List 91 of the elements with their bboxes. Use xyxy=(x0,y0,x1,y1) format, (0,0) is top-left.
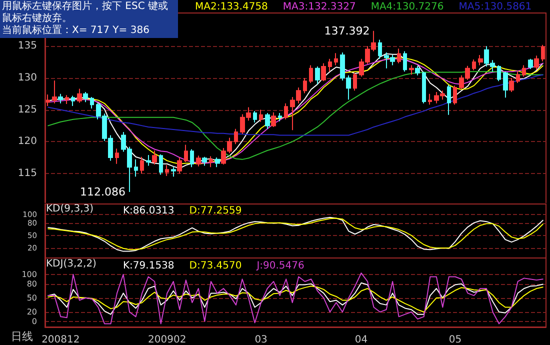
text: MA5:130.5861 xyxy=(458,2,532,12)
candlestick xyxy=(184,144,188,162)
candlestick xyxy=(378,39,382,60)
candlestick xyxy=(134,158,138,178)
candlestick xyxy=(315,66,320,85)
candlestick xyxy=(83,91,88,103)
y-tick-label: 135 xyxy=(18,40,37,52)
x-tick-label: 03 xyxy=(254,334,268,345)
annotation: 137.392 xyxy=(324,24,370,38)
candlestick xyxy=(522,64,526,78)
candlestick xyxy=(46,94,50,106)
text: MA4:130.7276 xyxy=(370,2,444,12)
candlestick xyxy=(334,52,338,66)
candlestick xyxy=(265,112,270,130)
candlestick xyxy=(397,48,401,64)
y-tick-label: 50 xyxy=(26,293,37,302)
candlestick xyxy=(140,156,144,174)
candlestick xyxy=(115,148,119,164)
candlestick xyxy=(503,71,508,98)
candlestick xyxy=(415,65,420,76)
candlestick xyxy=(328,58,332,72)
candlestick xyxy=(177,157,182,174)
candlestick xyxy=(497,64,501,82)
candlestick xyxy=(77,88,82,104)
message-box: 用鼠标左键保存图片，按下 ESC 键或鼠标右键放弃。 当前鼠标位置：X= 717 Y= 386 xyxy=(0,0,178,38)
y-tick-label: 20 xyxy=(26,307,37,316)
candlestick xyxy=(196,155,201,167)
text: MA3:132.3327 xyxy=(282,2,356,12)
x-tick-label: 200902 xyxy=(148,334,186,345)
y-tick-label: 80 xyxy=(26,279,37,288)
text: D:73.4570 xyxy=(189,260,242,272)
annotation: 当前鼠标位置：X= 717 Y= 386 xyxy=(2,25,150,37)
y-tick-label: 125 xyxy=(18,104,37,116)
y-tick-label: 115 xyxy=(18,168,37,179)
candlestick xyxy=(478,54,483,66)
candlestick xyxy=(472,58,476,71)
annotation: 用鼠标左键保存图片，按下 ESC 键或鼠标右键放弃。 xyxy=(2,1,170,24)
candlestick xyxy=(428,93,432,106)
text: MA2:133.4758 xyxy=(195,2,268,12)
series-label: K:79.1538 xyxy=(123,260,174,272)
candlestick xyxy=(309,64,313,84)
chart-title: KD(9,3,3) xyxy=(46,204,94,214)
candlestick xyxy=(209,156,213,168)
candlestick xyxy=(90,96,94,109)
candlestick xyxy=(534,55,539,70)
candlestick xyxy=(541,44,545,62)
y-tick-label: 120 xyxy=(18,136,37,148)
candlestick xyxy=(453,85,457,106)
candlestick xyxy=(165,164,169,176)
chart-title: KDJ(3,2,2) xyxy=(46,258,97,270)
candlestick xyxy=(234,128,238,145)
candlestick xyxy=(422,71,426,104)
candlestick xyxy=(271,112,276,128)
candlestick xyxy=(152,150,157,166)
candlestick xyxy=(52,80,57,104)
x-tick-label: 04 xyxy=(354,334,368,345)
candlestick xyxy=(278,112,282,122)
line-series xyxy=(48,71,544,160)
candlestick xyxy=(65,94,69,105)
candlestick xyxy=(403,50,407,72)
candlestick xyxy=(509,77,514,92)
candlestick xyxy=(171,166,176,178)
candlestick xyxy=(259,109,263,122)
line-series xyxy=(48,272,544,324)
series-label: D:77.2559 xyxy=(189,206,242,216)
line-series xyxy=(48,74,544,136)
candlestick xyxy=(409,64,414,76)
annotation: 112.086 xyxy=(80,185,126,198)
y-tick-label: 0 xyxy=(32,316,37,326)
candlestick xyxy=(159,154,163,176)
candlestick xyxy=(528,58,533,70)
candlestick xyxy=(215,157,220,168)
series-label: K:86.0313 xyxy=(123,206,174,216)
y-tick-label: 130 xyxy=(18,72,37,84)
candlestick xyxy=(303,77,307,94)
candlestick xyxy=(353,72,357,92)
candlestick xyxy=(321,62,326,82)
candlestick xyxy=(146,154,151,166)
candlestick xyxy=(190,148,194,168)
candlestick xyxy=(202,156,207,166)
candlestick xyxy=(253,110,257,124)
candlestick xyxy=(516,71,520,84)
x-axis-title: 日线 xyxy=(11,330,33,343)
candlestick xyxy=(447,84,451,116)
candlestick xyxy=(71,95,75,106)
candlestick xyxy=(58,93,63,104)
series-label: J:90.5476 xyxy=(256,260,304,272)
y-tick-label: 100 xyxy=(22,270,37,279)
candlestick xyxy=(284,102,288,120)
x-tick-label: 200812 xyxy=(42,334,80,345)
x-tick-label: 05 xyxy=(448,334,462,345)
